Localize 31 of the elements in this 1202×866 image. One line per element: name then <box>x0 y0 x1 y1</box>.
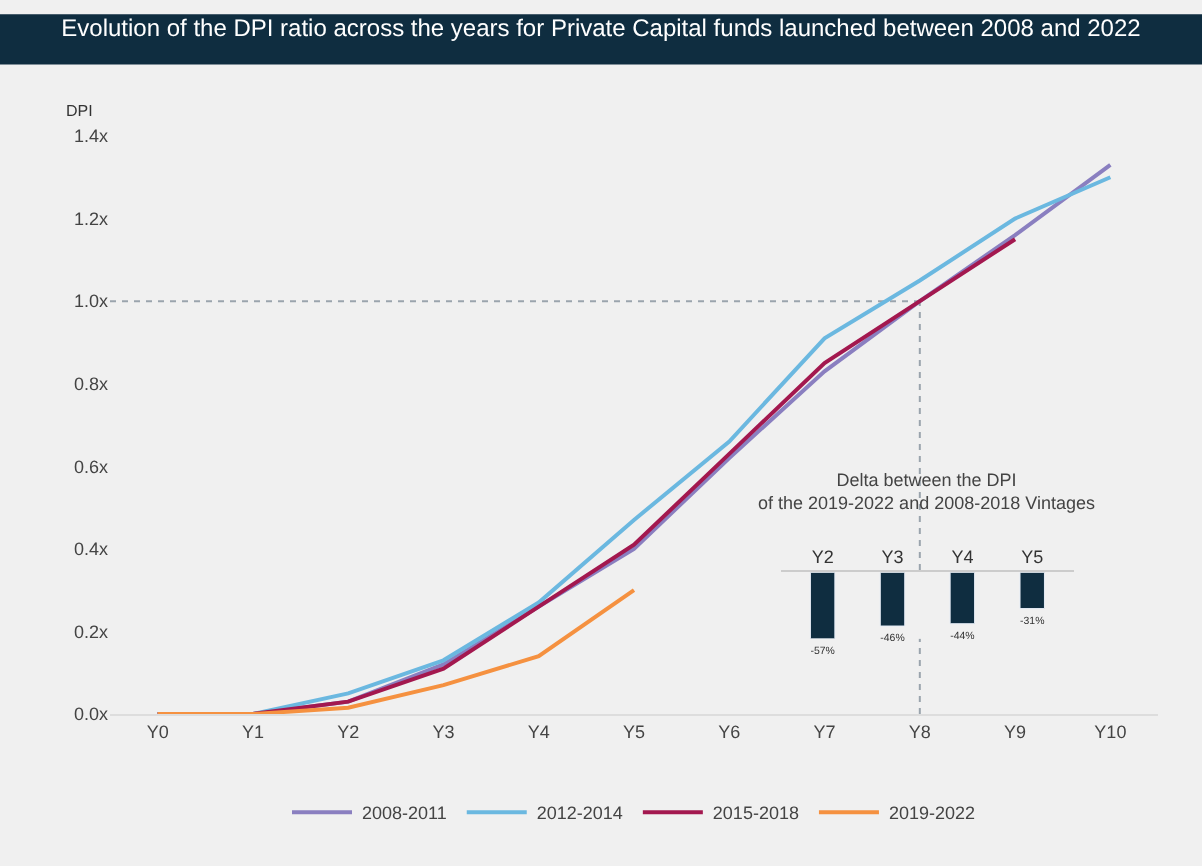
x-tick-label: Y8 <box>908 721 931 742</box>
x-tick-label: Y3 <box>881 547 904 568</box>
chart-title: Delta between the DPI of the 2019-2022 and 2008-2018 Vintages <box>758 470 1096 514</box>
y-tick-label: 1.4x <box>73 126 109 147</box>
y-tick-label: 1.2x <box>73 208 109 229</box>
x-tick-label: Y4 <box>527 721 550 742</box>
x-tick-label: Y9 <box>1004 721 1027 742</box>
y-axis-title: DPI <box>66 102 93 120</box>
x-tick-label: Y1 <box>241 721 264 742</box>
x-tick-label: Y5 <box>622 721 646 742</box>
line-series <box>155 588 636 714</box>
x-tick-label: Y4 <box>951 547 974 568</box>
legend-label: 2015-2018 <box>712 803 799 824</box>
y-tick-label: 0.4x <box>73 539 109 560</box>
y-tick-label: 0.6x <box>73 456 109 477</box>
x-tick-label: Y7 <box>813 721 836 742</box>
x-tick-label: Y2 <box>337 721 360 742</box>
x-tick-label: Y0 <box>146 721 169 742</box>
x-tick-label: Y10 <box>1094 721 1127 742</box>
y-tick-label: 0.8x <box>73 374 109 395</box>
chart-title: Evolution of the DPI ratio across the years for Private Capital funds launched between 2008 and 2022 <box>61 14 1142 43</box>
x-tick-label: Y3 <box>432 721 455 742</box>
y-tick-label: 0.2x <box>73 621 109 642</box>
legend-label: 2008-2011 <box>362 803 447 824</box>
y-tick-label: 0.0x <box>73 704 109 725</box>
y-tick-label: 1.0x <box>73 291 109 312</box>
x-tick-label: Y5 <box>1021 547 1044 568</box>
legend-label: 2012-2014 <box>536 803 623 824</box>
x-tick-label: Y6 <box>718 721 741 742</box>
legend-label: 2019-2022 <box>888 803 976 824</box>
x-tick-label: Y2 <box>811 547 834 568</box>
